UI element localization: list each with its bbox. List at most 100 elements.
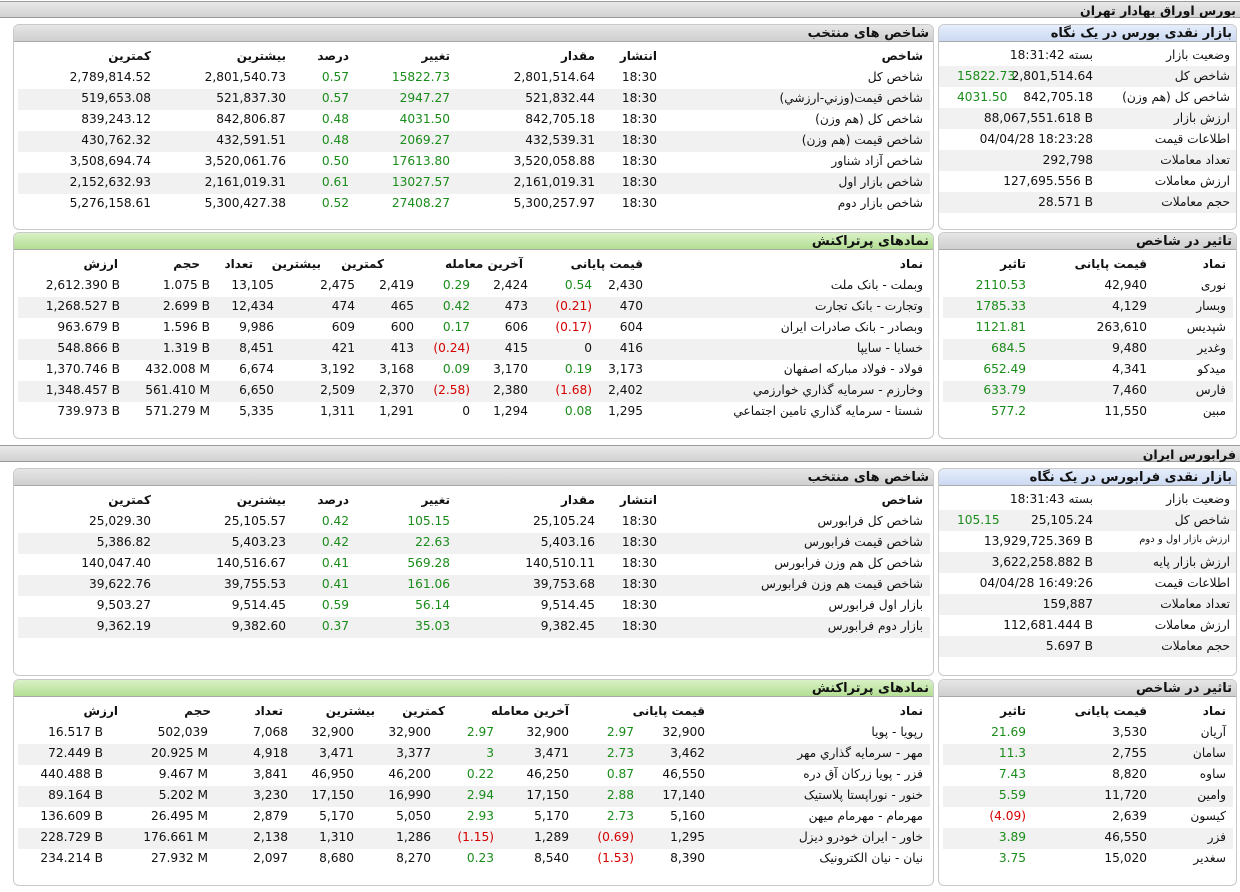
impact-cell: 7.43 (998, 767, 1026, 781)
indices-cell: 569.28 (407, 556, 450, 570)
top-traded-cell: 502,039 (157, 725, 208, 739)
top-traded-cell: 0.42 (442, 299, 470, 313)
top-traded-cell[interactable]: رپویا - پویا (871, 725, 923, 739)
top-traded-cell[interactable]: وبصادر - بانک صادرات ایران (780, 320, 923, 334)
top-traded-row (18, 744, 930, 765)
glance-value: 2,801,514.64 (1011, 69, 1093, 83)
top-traded-cell: (2.58) (433, 383, 470, 397)
indices-cell: 25,029.30 (88, 514, 151, 528)
impact-cell[interactable]: مبین (1202, 404, 1226, 418)
indices-cell: 432,591.51 (216, 133, 286, 147)
impact-cell: 3.75 (998, 851, 1026, 865)
impact-cell: 263,610 (1096, 320, 1147, 334)
top-traded-row (18, 807, 930, 828)
glance-row (939, 615, 1236, 636)
top-traded-cell: 2,879 (253, 809, 288, 823)
indices-cell: 0.48 (321, 133, 349, 147)
impact-cell[interactable]: وامین (1197, 788, 1226, 802)
top-traded-cell: 1,268.527 B (45, 299, 120, 313)
top-traded-title: نمادهای پرتراکنش (811, 234, 929, 249)
top-traded-cell: (0.69) (597, 830, 634, 844)
top-traded-cell[interactable]: خسایا - سایپا (856, 341, 923, 355)
top-traded-cell: 465 (390, 299, 414, 313)
top-traded-cell[interactable]: خنور - نوراپستا پلاستیک (803, 788, 923, 802)
top-traded-cell[interactable]: نیان - نیان الکترونیک (819, 851, 923, 865)
indices-cell: 0.37 (321, 619, 349, 633)
top-traded-cell[interactable]: وبملت - بانک ملت (830, 278, 923, 292)
top-traded-cell[interactable]: فولاد - فولاد مبارکه اصفهان (783, 362, 923, 376)
glance-row (939, 594, 1236, 615)
top-traded-cell: 2,424 (493, 278, 528, 292)
top-traded-cell: 5,170 (534, 809, 569, 823)
top-traded-cell: 72.449 B (48, 746, 103, 760)
impact-cell[interactable]: وغدیر (1197, 341, 1226, 355)
top-traded-cell: 6,674 (239, 362, 274, 376)
top-traded-cell[interactable]: وخارزم - سرمایه گذاري خوارزمي (752, 383, 923, 397)
indices-cell: 17613.80 (391, 154, 450, 168)
indices-cell: 9,514.45 (231, 598, 286, 612)
impact-cell[interactable]: سغدیر (1193, 851, 1226, 865)
impact-cell: 9,480 (1112, 341, 1147, 355)
top-col-header: کمترین (402, 704, 445, 718)
glance-label: حجم معاملات (1161, 639, 1230, 653)
impact-cell: 42,940 (1104, 278, 1147, 292)
indices-cell: 521,837.30 (216, 91, 286, 105)
top-traded-cell[interactable]: خاور - ایران خودرو دیزل (798, 830, 923, 844)
impact-cell[interactable]: ساوه (1199, 767, 1226, 781)
indices-cell: 9,503.27 (96, 598, 151, 612)
top-traded-row (18, 765, 930, 786)
impact-cell[interactable]: سامان (1192, 746, 1226, 760)
impact-cell[interactable]: کیسون (1190, 809, 1226, 823)
top-traded-cell[interactable]: فزر - پویا زرکان آق دره (803, 767, 923, 781)
indices-cell: شاخص قیمت فرابورس (803, 535, 923, 549)
top-col-header: حجم (184, 704, 211, 718)
indices-cell: 18:30 (621, 535, 657, 549)
impact-cell[interactable]: وبسار (1196, 299, 1226, 313)
top-traded-cell: 0.08 (564, 404, 592, 418)
glance-row (939, 489, 1236, 510)
indices-cell: 18:30 (621, 196, 657, 210)
top-traded-cell[interactable]: مهرمام - مهرمام میهن (808, 809, 923, 823)
indices-header: شاخص های منتخب (14, 469, 933, 486)
top-traded-cell: (1.68) (555, 383, 592, 397)
top-traded-cell[interactable]: وتجارت - بانک تجارت (815, 299, 923, 313)
top-traded-cell: 5,335 (239, 404, 274, 418)
indices-row (18, 194, 930, 215)
indices-cell: 15822.73 (391, 70, 450, 84)
top-traded-cell[interactable]: شستا - سرمایه گذاري تامين اجتماعي (733, 404, 923, 418)
glance-value: 112,681.444 B (1003, 618, 1093, 632)
indices-cell: شاخص کل هم وزن فرابورس (774, 556, 923, 570)
glance-label: ارزش بازار اول و دوم (1139, 534, 1230, 545)
top-traded-cell: 46,200 (388, 767, 431, 781)
top-traded-row (18, 381, 930, 402)
top-col-header: بیشترین (271, 257, 321, 271)
top-traded-cell: 416 (619, 341, 643, 355)
indices-cell: 0.52 (321, 196, 349, 210)
top-traded-cell: 32,900 (662, 725, 705, 739)
glance-label: ارزش بازار پایه (1152, 555, 1230, 569)
indices-cell: 35.03 (415, 619, 450, 633)
top-traded-cell: 9,986 (239, 320, 274, 334)
top-traded-cell[interactable]: مهر - سرمایه گذاري مهر (797, 746, 923, 760)
glance-change: 15822.73 (957, 69, 1016, 83)
impact-row (943, 318, 1233, 339)
impact-cell[interactable]: فزر (1207, 830, 1226, 844)
impact-row (943, 744, 1233, 765)
top-traded-cell: 16,990 (388, 788, 431, 802)
impact-cell: 1121.81 (975, 320, 1026, 334)
indices-cell: 842,806.87 (216, 112, 286, 126)
top-traded-panel: نمادهای پرتراکنش نماد قیمت پایانی آخرین معا… (13, 232, 934, 439)
indices-cell: 5,403.16 (540, 535, 595, 549)
impact-cell[interactable]: فارس (1195, 383, 1226, 397)
impact-cell[interactable]: نوری (1200, 278, 1226, 292)
impact-cell[interactable]: آریان (1200, 725, 1226, 739)
top-traded-cell: 2.73 (606, 746, 634, 760)
top-col-header: کمترین (341, 257, 384, 271)
impact-cell[interactable]: میدکو (1197, 362, 1226, 376)
indices-panel: شاخص های منتخب شاخص انتشار مقدار تغییر درصد بی… (13, 468, 934, 676)
glance-row (939, 87, 1236, 108)
indices-row (18, 152, 930, 173)
glance-value: 3,622,258.882 B (991, 555, 1093, 569)
impact-cell[interactable]: شپدیس (1186, 320, 1226, 334)
top-traded-cell: 1.596 B (162, 320, 210, 334)
